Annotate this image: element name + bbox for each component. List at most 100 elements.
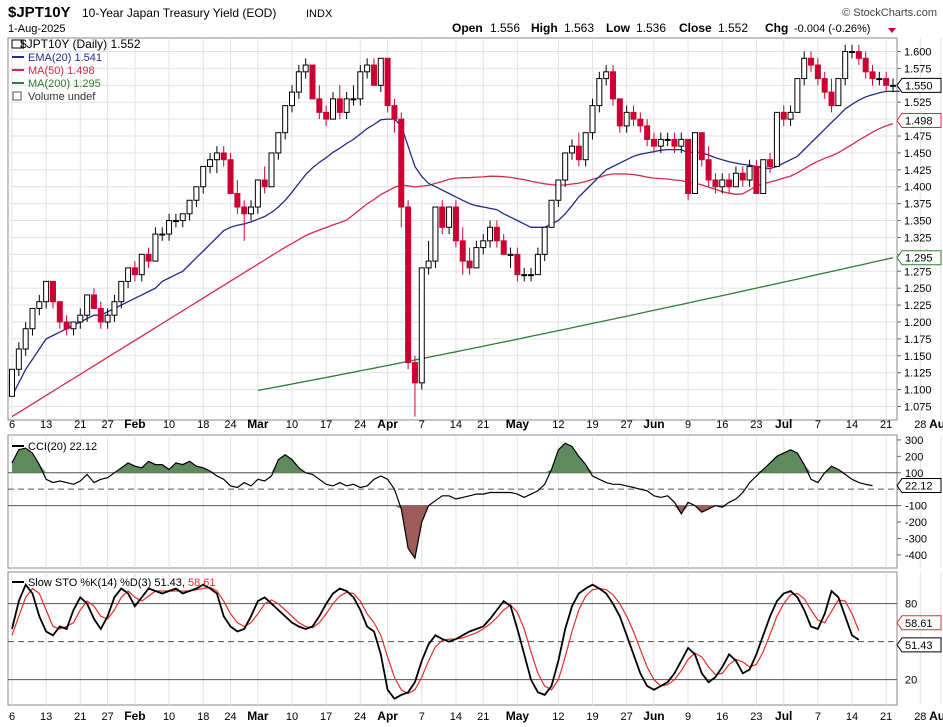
candle [350, 85, 357, 106]
candle-body [603, 71, 610, 80]
candle-body [828, 91, 835, 107]
candle-body [289, 91, 296, 107]
cci-overbought-fill [12, 443, 873, 473]
x-axis-label-bottom: 21 [74, 711, 86, 723]
candle-body [480, 240, 487, 249]
x-axis-label-bottom: 17 [320, 711, 332, 723]
x-axis-label-top: 27 [621, 419, 633, 431]
y-tick-label: 1.275 [904, 266, 932, 278]
candle [650, 132, 657, 153]
price-legend-label: $JPT10Y (Daily) 1.552 [20, 37, 141, 51]
candle-body [855, 51, 862, 59]
candle [56, 301, 63, 329]
candle [828, 78, 835, 113]
candle-body [15, 348, 22, 370]
candle-body [685, 138, 692, 195]
candle-body [767, 159, 774, 167]
candle-body [145, 253, 152, 262]
last-close-tag [896, 77, 942, 93]
candle-body [29, 307, 36, 330]
candle [145, 247, 152, 268]
candle-body [753, 165, 760, 195]
sto-legend-label: Slow STO %K(14) %D(3) 51.43, 58.61 [28, 577, 216, 589]
candle [118, 280, 125, 309]
candle-body [719, 179, 726, 188]
candle [364, 58, 371, 79]
candle [732, 166, 739, 188]
x-axis-label-bottom: Feb [124, 709, 145, 723]
candle [480, 234, 487, 255]
y-tick-label: 80 [905, 599, 917, 611]
candle [357, 65, 364, 106]
x-axis-label-top: 24 [354, 419, 366, 431]
candle [425, 240, 432, 275]
candle [275, 132, 282, 160]
candle-body [787, 111, 794, 120]
x-axis-label-top: 6 [9, 419, 15, 431]
candle-body [732, 172, 739, 188]
candle-body [678, 138, 685, 147]
candle [555, 179, 562, 208]
y-tick-label: -400 [905, 550, 927, 562]
x-axis-label-top: 10 [163, 419, 175, 431]
y-tick-label: -200 [905, 517, 927, 529]
candle [849, 44, 856, 59]
candle [370, 58, 377, 86]
x-axis-label-top: 7 [815, 419, 821, 431]
candle [685, 138, 692, 201]
candle-body [166, 220, 173, 235]
x-axis-label-bottom: 21 [477, 711, 489, 723]
candle-body [821, 78, 828, 93]
x-axis-label-bottom: 28 [914, 711, 926, 723]
high-label: High [531, 21, 558, 35]
y-tick-label: 1.175 [904, 334, 932, 346]
y-tick-label: 1.350 [904, 216, 932, 228]
x-axis-label-bottom: 18 [197, 711, 209, 723]
candle-body [773, 111, 780, 167]
candle-body [541, 226, 548, 255]
y-tick-label: 1.600 [904, 47, 932, 59]
price-panel-frame [7, 37, 898, 421]
candle-body [575, 145, 582, 161]
candle [254, 179, 261, 214]
cci-last-tag [896, 478, 942, 494]
candle-body [869, 71, 876, 80]
down-arrow-icon [888, 28, 896, 33]
x-axis-label-top: Mar [247, 417, 269, 431]
candle-body [500, 240, 507, 255]
candle-body [9, 368, 15, 397]
candle-body [213, 152, 220, 161]
price-panel: 1.075 1.100 1.125 1.150 1.175 1.200 1.225 1.250… [7, 37, 942, 421]
candle [876, 71, 883, 86]
candle-body [514, 253, 521, 276]
x-axis-label-top: Aug [929, 417, 943, 431]
y-tick-label: 200 [905, 451, 923, 463]
candle [767, 152, 774, 174]
chg-label: Chg [765, 21, 788, 35]
candle [739, 166, 746, 187]
ma200-legend-label: MA(200) 1.295 [28, 78, 101, 90]
x-axis-label-bottom: 10 [286, 711, 298, 723]
high-value: 1.563 [564, 21, 594, 35]
candle [760, 159, 767, 195]
candle-body [316, 98, 323, 113]
sto-d-last-tag [896, 615, 942, 631]
candle [862, 51, 869, 79]
x-axis-label-bottom: 27 [621, 711, 633, 723]
candle [678, 132, 685, 153]
candle-body [329, 98, 336, 120]
candle [138, 253, 145, 282]
candle-body [705, 159, 712, 181]
ema20-line [11, 90, 900, 397]
y-tick-label: 1.325 [904, 232, 932, 244]
candle-body [712, 179, 719, 188]
x-axis-label-top: Jul [775, 417, 792, 431]
x-axis-label-top: 9 [685, 419, 691, 431]
candle [336, 85, 343, 120]
close-label: Close [679, 21, 712, 35]
candle [589, 98, 596, 140]
candle [548, 199, 555, 228]
